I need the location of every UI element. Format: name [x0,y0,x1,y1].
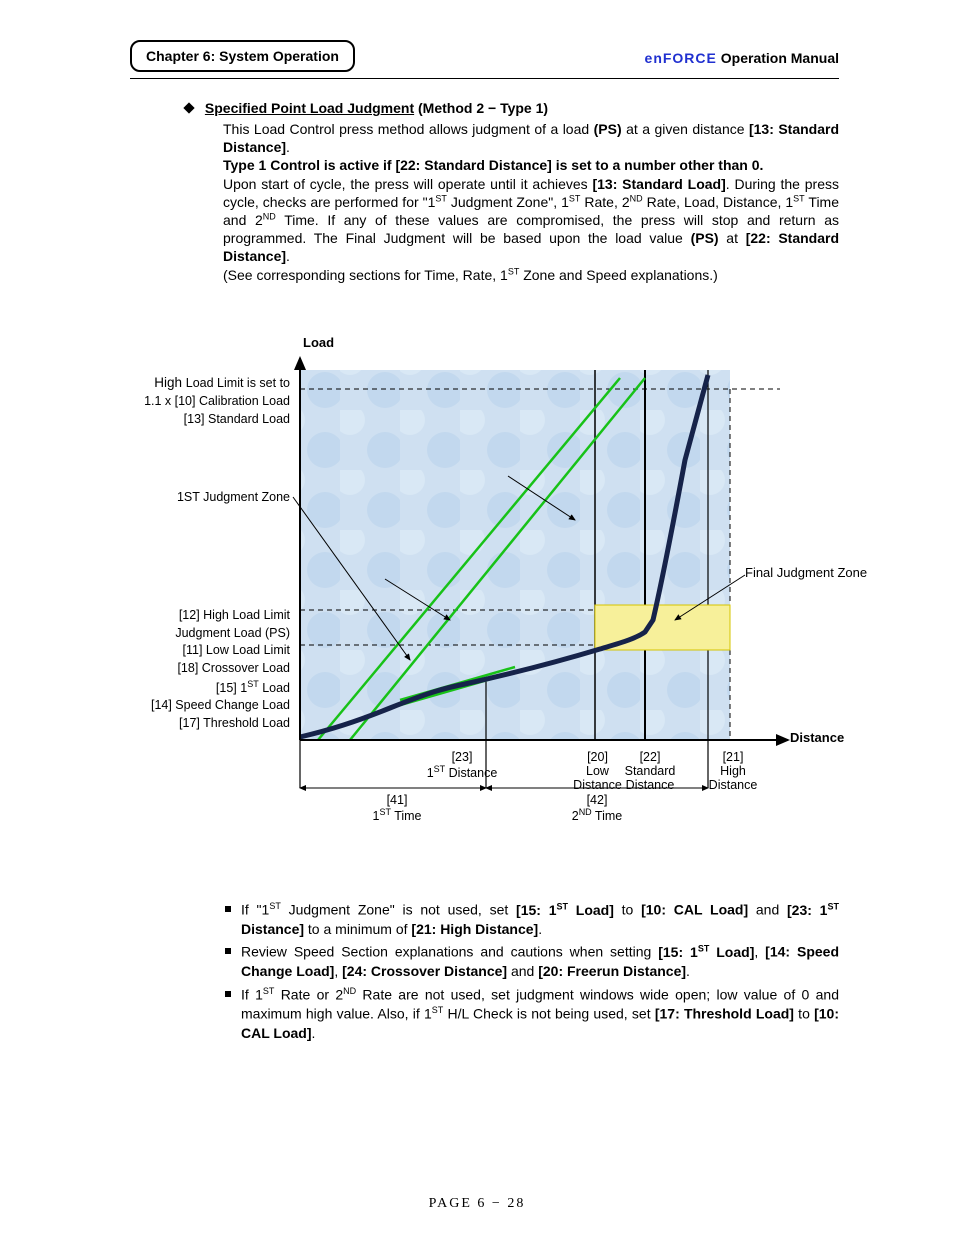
bullet-icon [225,948,231,954]
brand-name: enFORCE [645,50,717,66]
paragraph-block: This Load Control press method allows ju… [223,120,839,284]
bullet-icon [225,991,231,997]
header-rule [130,78,839,79]
bullet-icon [225,906,231,912]
load-distance-chart: Load High Load Limit is set to 1.1 x [10… [100,290,870,810]
p3l: . [286,248,290,264]
sup-st: ST [793,193,805,203]
sup-st: ST [569,193,581,203]
sup-nd: ND [263,211,276,221]
section-title-underline: Specified Point Load Judgment [205,100,414,116]
p3i: (PS) [691,230,719,246]
sup-st: ST [508,266,520,276]
p1c: at a given distance [622,121,749,137]
chart-svg [100,290,870,840]
chapter-box: Chapter 6: System Operation [130,40,355,72]
manual-label: Operation Manual [717,50,839,66]
notes-block: If "1ST Judgment Zone" is not used, set … [225,900,839,1047]
section-heading: Specified Point Load Judgment (Method 2 … [185,100,839,116]
p3e: Rate, 2 [580,194,629,210]
page: Chapter 6: System Operation enFORCE Oper… [0,0,954,1235]
p3d: Judgment Zone", 1 [447,194,569,210]
p3f: Rate, Load, Distance, 1 [643,194,794,210]
sup-st: ST [435,193,447,203]
p1a: This Load Control press method allows ju… [223,121,594,137]
p1e: . [286,139,290,155]
p4b: Zone and Speed explanations.) [519,267,717,283]
page-header: Chapter 6: System Operation enFORCE Oper… [130,40,839,75]
p1b: (PS) [594,121,622,137]
p2: Type 1 Control is active if [22: Standar… [223,157,763,173]
note-1: If "1ST Judgment Zone" is not used, set … [225,900,839,938]
body-text: Specified Point Load Judgment (Method 2 … [185,100,839,284]
p4a: (See corresponding sections for Time, Ra… [223,267,508,283]
p3b: [13: Standard Load] [592,176,725,192]
p3a: Upon start of cycle, the press will oper… [223,176,592,192]
note-3: If 1ST Rate or 2ND Rate are not used, se… [225,985,839,1043]
page-footer: PAGE 6 − 28 [0,1196,954,1212]
note-2: Review Speed Section explanations and ca… [225,942,839,980]
manual-title: enFORCE Operation Manual [645,50,839,66]
diamond-icon [183,102,194,113]
p3j: at [719,230,746,246]
section-title-rest: (Method 2 − Type 1) [414,100,548,116]
sup-nd: ND [630,193,643,203]
